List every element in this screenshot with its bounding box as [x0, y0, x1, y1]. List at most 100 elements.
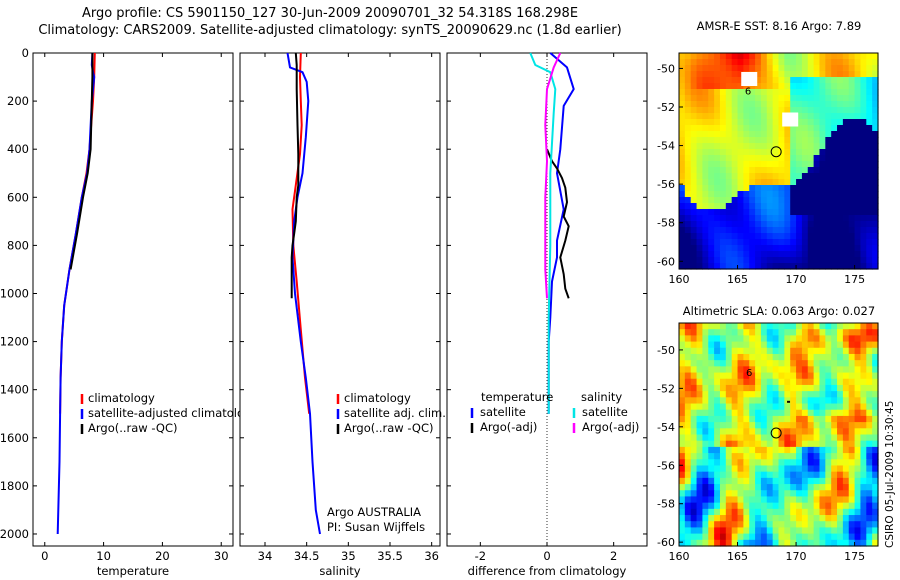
sla-map-cell	[819, 360, 826, 367]
sla-map-cell	[679, 446, 686, 454]
sst-map-cell	[819, 83, 826, 90]
sst-map-cell	[760, 101, 768, 108]
sst-map-cell	[866, 263, 873, 270]
sst-map-cell	[737, 83, 744, 90]
sla-map-cell	[679, 378, 686, 386]
sst-map-cell	[819, 149, 826, 156]
sla-map-cell	[760, 353, 768, 361]
sla-map-cell	[807, 422, 815, 429]
sla-map-cell	[860, 428, 867, 436]
sst-map-cell	[819, 167, 826, 174]
sla-map-cell	[702, 515, 709, 522]
sla-map-cell	[813, 521, 821, 529]
sla-map-cell	[731, 422, 739, 429]
sst-map-cell	[831, 131, 838, 138]
sla-map-cell	[778, 515, 785, 522]
sla-map-cell	[848, 477, 856, 485]
sla-map-cell	[760, 372, 768, 380]
sst-map-cell	[813, 137, 821, 144]
sla-map-cell	[854, 465, 862, 473]
sst-map-cell	[807, 77, 815, 84]
sla-map-cell	[743, 329, 750, 336]
sla-map-cell	[801, 384, 809, 392]
sla-map-cell	[801, 323, 809, 330]
sst-map-cell	[755, 101, 762, 108]
sla-map-cell	[790, 347, 797, 355]
sst-map-cell	[719, 83, 727, 90]
sla-map-cell	[790, 527, 797, 535]
sst-map-cell	[790, 65, 797, 72]
sla-map-cell	[872, 403, 879, 411]
sla-map-cell	[737, 341, 744, 349]
sst-map-cell	[872, 137, 879, 144]
temperature-xtick-label: 0	[41, 549, 48, 563]
difference-legend-heading-temperature: temperature	[481, 390, 553, 404]
sst-map-cell	[696, 119, 704, 126]
sst-map-cell	[819, 203, 826, 210]
sst-map-cell	[848, 143, 856, 150]
sst-map-cell	[725, 65, 733, 72]
sla-map-cell	[731, 329, 739, 336]
sla-map-cell	[696, 403, 704, 411]
sst-map-cell	[854, 233, 862, 240]
sst-map-cell	[790, 245, 797, 252]
sst-map-cell	[831, 197, 838, 204]
sst-map-cell	[714, 209, 721, 216]
sst-map-cell	[807, 71, 815, 78]
sst-map-cell	[690, 191, 698, 198]
sla-map-cell	[854, 415, 862, 423]
sla-map-cell	[749, 391, 756, 398]
sst-map-cell	[790, 209, 797, 216]
sla-map-cell	[725, 527, 733, 535]
sst-map-cell	[702, 239, 709, 246]
sla-map-cell	[731, 490, 739, 498]
sla-map-cell	[714, 434, 721, 442]
sla-map-cell	[860, 360, 867, 367]
sla-map-cell	[796, 527, 803, 535]
sla-map-cell	[866, 502, 873, 510]
sla-map-cell	[731, 539, 739, 547]
sla-map-cell	[760, 391, 768, 398]
sla-map-cell	[831, 353, 838, 361]
sst-map-cell	[801, 155, 809, 162]
sst-map-cell	[719, 65, 727, 72]
sla-map-cell	[866, 533, 873, 541]
sla-map-cell	[755, 415, 762, 423]
temperature-ytick-label: 1400	[0, 383, 29, 397]
sst-map-cell	[813, 113, 821, 120]
sla-map-cell	[737, 440, 744, 448]
sst-map-cell	[801, 257, 809, 264]
sla-map-cell	[866, 397, 873, 405]
sla-map-cell	[819, 521, 826, 529]
sla-map-cell	[778, 527, 785, 535]
sst-map-cell	[837, 101, 844, 108]
sla-map-cell	[743, 477, 750, 485]
sst-map-cell	[831, 77, 838, 84]
sla-map-cell	[807, 397, 815, 405]
sst-map-cell	[719, 59, 727, 66]
sla-map-cell	[719, 465, 727, 473]
sst-map-cell	[831, 257, 838, 264]
sst-map-cell	[772, 149, 780, 156]
sla-map-cell	[714, 521, 721, 529]
temperature-ytick-label: 200	[7, 94, 29, 108]
sst-map-cell	[825, 125, 832, 132]
sst-map-cell	[825, 101, 832, 108]
sst-map-cell	[819, 95, 826, 102]
sst-map-cell	[860, 125, 867, 132]
sla-map-cell	[714, 397, 721, 405]
sst-map-cell	[854, 191, 862, 198]
sst-map-cell	[807, 263, 815, 270]
sla-map-cell	[719, 459, 727, 467]
sla-map-cell	[825, 397, 832, 405]
sla-map-cell	[719, 347, 727, 355]
sla-map-cell	[743, 515, 750, 522]
sla-map-cell	[848, 496, 856, 504]
sst-map-cell	[801, 239, 809, 246]
sst-map-cell	[801, 107, 809, 114]
sst-map-cell	[819, 119, 826, 126]
sla-map-cell	[837, 409, 844, 417]
sst-map-cell	[866, 143, 873, 150]
sst-map-cell	[790, 257, 797, 264]
sst-map-cell	[837, 77, 844, 84]
